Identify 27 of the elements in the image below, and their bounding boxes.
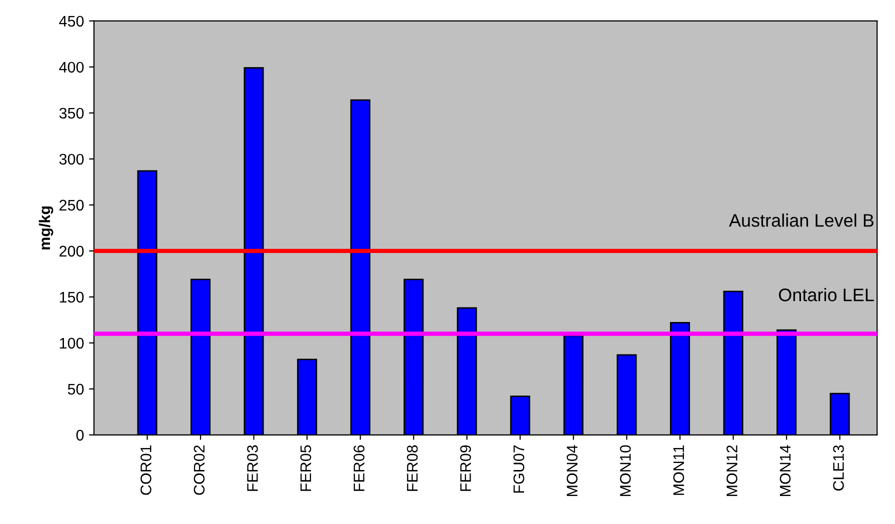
x-tick-label: MON14 [780,445,791,496]
y-tick-label: 450 [59,16,84,27]
x-tick-label: MON11 [673,445,684,495]
y-tick-label: 200 [60,246,84,257]
x-tick-label: MON10 [620,445,631,496]
x-tick-label: FER08 [406,445,418,491]
y-tick-label: 0 [76,430,84,441]
y-tick-label: 250 [60,200,84,211]
ref-line-label: Australian Level B [728,214,874,227]
x-tick-label: FER06 [354,445,364,491]
x-tick-label: MON04 [566,445,578,496]
y-axis-title: mg/kg [38,206,54,250]
x-tick-label: CLE13 [833,445,844,491]
y-tick-label: 350 [59,108,84,119]
y-tick-label: 50 [68,384,84,395]
x-tick-label: FER09 [460,445,471,491]
y-tick-label: 150 [60,292,84,303]
x-tick-label: COR02 [194,445,205,495]
x-tick-label: MON12 [726,445,738,496]
x-tick-label: FER05 [300,445,312,491]
y-tick-label: 300 [59,154,84,165]
y-tick-label: 400 [59,62,84,73]
x-tick-label: COR01 [140,445,152,495]
ref-line-label: Ontario LEL [778,288,874,302]
x-tick-label: FGU07 [513,445,524,493]
x-tick-label: FER03 [247,445,258,491]
y-tick-label: 100 [60,338,84,349]
